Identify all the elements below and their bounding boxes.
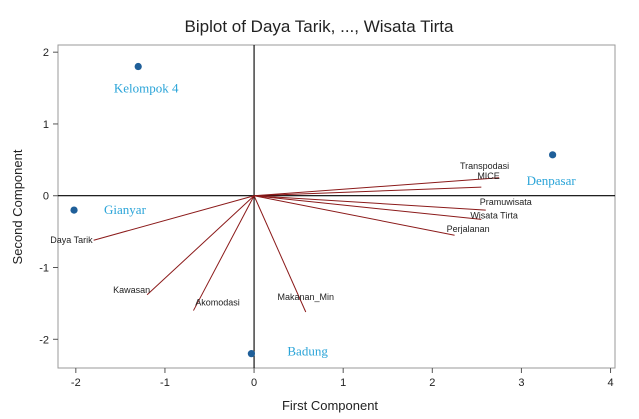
observation-label: Kelompok 4 — [114, 81, 179, 96]
x-axis-ticks: -2 -1 0 1 2 3 4 — [71, 368, 614, 389]
x-tick-label: -2 — [71, 377, 81, 389]
y-tick-label: -1 — [39, 263, 49, 275]
reference-lines — [58, 45, 615, 368]
x-axis-title: First Component — [282, 398, 378, 413]
chart-title: Biplot of Daya Tarik, ..., Wisata Tirta — [185, 17, 454, 36]
loading-vector — [254, 177, 500, 197]
loading-vector — [93, 195, 255, 241]
observation-label: Denpasar — [527, 173, 577, 188]
loading-label: Makanan_Min — [277, 292, 334, 302]
loading-label: Pramuwisata — [480, 197, 532, 207]
loading-label: Daya Tarik — [50, 235, 93, 245]
loading-vector — [253, 195, 307, 313]
y-tick-label: -2 — [39, 334, 49, 346]
observation-label: Badung — [287, 344, 328, 359]
y-tick-label: 1 — [43, 119, 49, 131]
observation-points: Kelompok 4 Gianyar Badung Denpasar — [70, 62, 577, 359]
loading-label: Wisata Tirta — [470, 210, 518, 220]
loading-vector — [146, 195, 255, 296]
y-axis-title: Second Component — [10, 149, 25, 264]
loading-label: Kawasan — [113, 285, 150, 295]
x-tick-label: 0 — [251, 377, 257, 389]
loading-vector — [253, 195, 455, 236]
loading-label: Transpodasi — [460, 161, 509, 171]
loading-vector — [254, 186, 482, 197]
loading-label: MICE — [477, 171, 500, 181]
loading-vector — [193, 195, 255, 311]
loading-vector — [254, 195, 486, 211]
loading-label: Akomodasi — [195, 298, 240, 308]
y-axis-ticks: -2 -1 0 1 2 — [39, 47, 58, 346]
x-tick-label: 3 — [518, 377, 524, 389]
observation-point — [70, 206, 78, 214]
x-tick-label: -1 — [160, 377, 170, 389]
y-tick-label: 2 — [43, 47, 49, 59]
observation-point — [247, 350, 255, 358]
x-tick-label: 2 — [429, 377, 435, 389]
observation-point — [549, 151, 557, 159]
loading-vectors: Daya Tarik Kawasan Akomodasi Makanan_Min Tra… — [50, 161, 532, 313]
observation-point — [134, 62, 142, 71]
y-tick-label: 0 — [43, 191, 49, 203]
loading-label: Perjalanan — [447, 224, 490, 234]
loading-vector — [254, 195, 482, 220]
x-tick-label: 4 — [607, 377, 613, 389]
observation-label: Gianyar — [104, 202, 147, 217]
x-tick-label: 1 — [340, 377, 346, 389]
plot-area — [57, 44, 616, 369]
